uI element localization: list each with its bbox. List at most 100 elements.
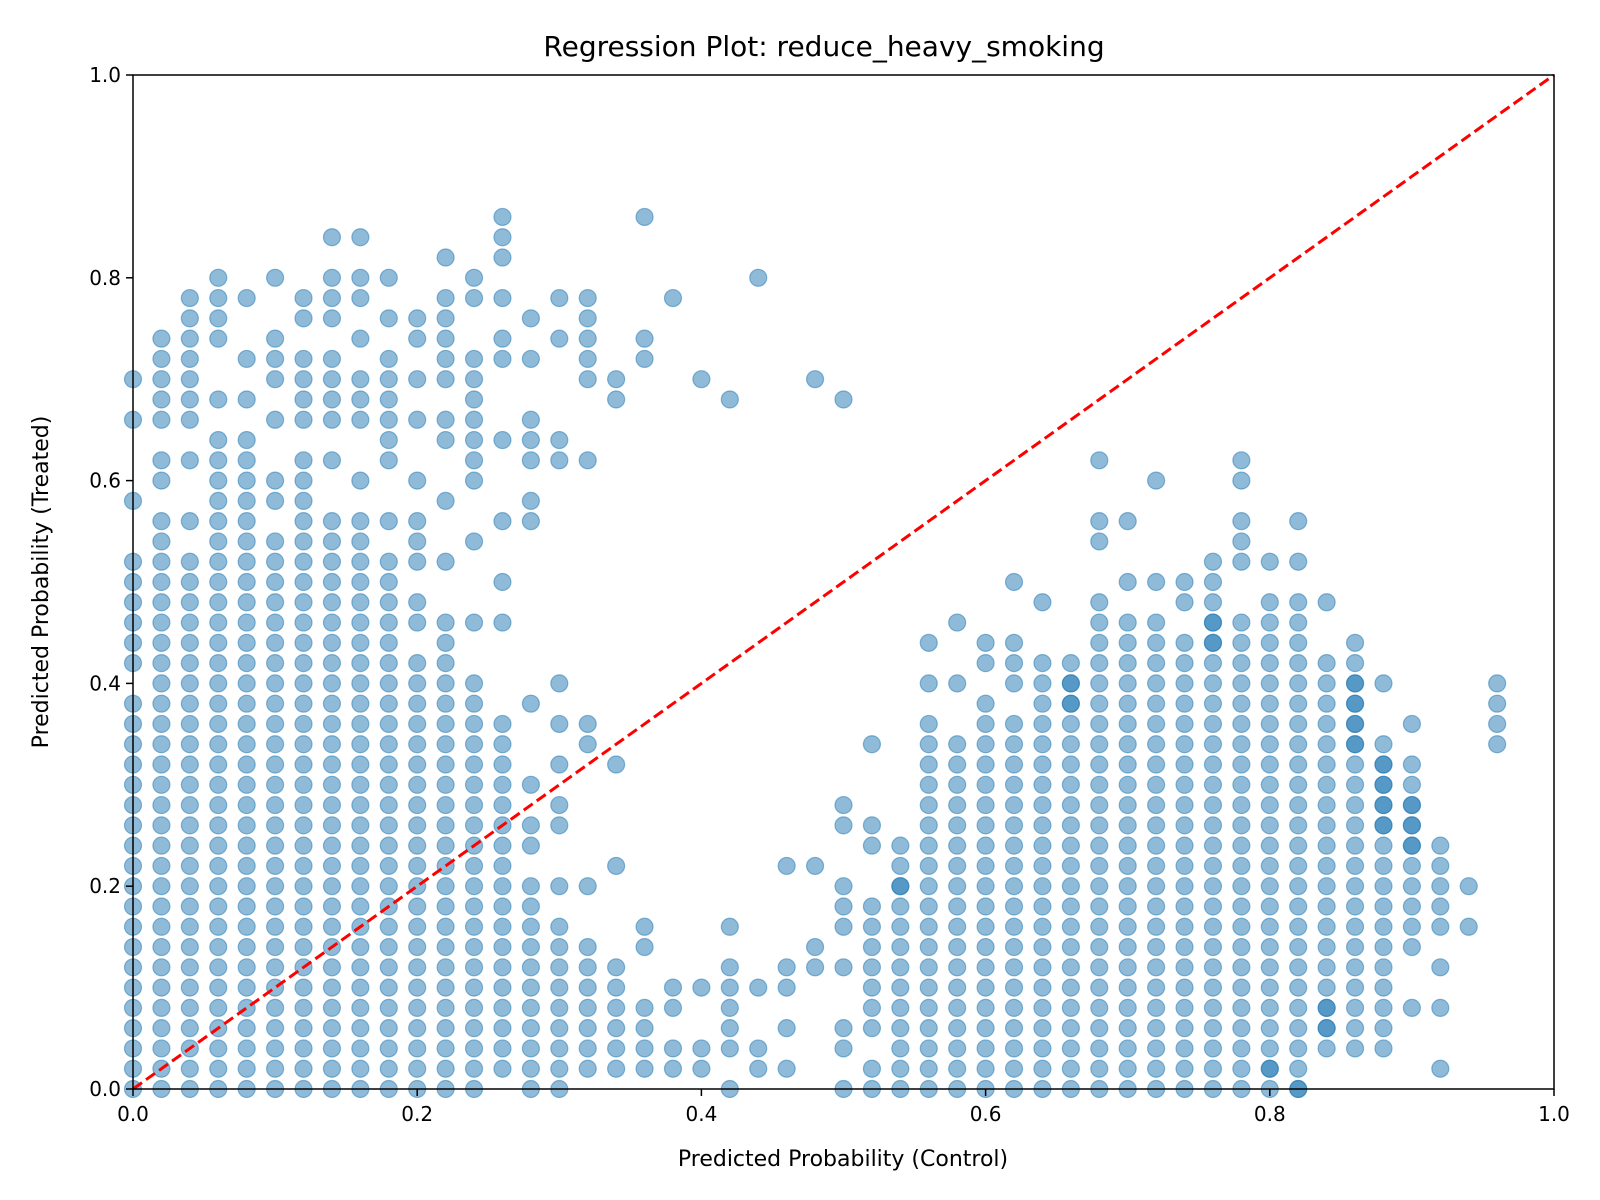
data-point	[1203, 958, 1223, 977]
data-point	[1402, 795, 1422, 815]
data-point	[1004, 978, 1024, 997]
data-point	[294, 552, 313, 571]
data-point	[1289, 674, 1308, 693]
data-point	[379, 694, 398, 713]
y-axis-label: Predicted Probability (Treated)	[29, 416, 54, 749]
data-point	[152, 856, 171, 876]
data-point	[1260, 694, 1279, 713]
data-point	[1033, 593, 1052, 612]
data-point	[180, 755, 199, 774]
data-point	[1260, 1039, 1279, 1058]
data-point	[1061, 816, 1080, 835]
data-point	[1203, 937, 1223, 957]
data-point	[408, 329, 427, 348]
data-point	[1289, 795, 1308, 815]
data-point	[379, 1019, 398, 1038]
data-point	[919, 1039, 938, 1058]
data-point	[663, 998, 683, 1017]
data-point	[237, 430, 256, 450]
data-point	[1090, 897, 1109, 916]
data-point	[1090, 978, 1109, 997]
data-point	[862, 1059, 882, 1078]
data-point	[209, 532, 228, 551]
data-point	[1061, 795, 1080, 815]
data-point	[1061, 1019, 1080, 1038]
data-point	[1061, 1039, 1080, 1058]
data-point	[464, 1059, 484, 1078]
data-point	[1147, 572, 1166, 592]
data-point	[976, 856, 995, 876]
data-point	[152, 613, 171, 632]
data-point	[1118, 735, 1137, 754]
data-point	[152, 816, 171, 835]
data-point	[408, 917, 427, 936]
data-point	[1260, 937, 1279, 957]
data-point	[152, 978, 171, 997]
data-point	[351, 795, 370, 815]
data-point	[436, 958, 455, 977]
data-point	[379, 410, 398, 429]
x-tick-label: 0.2	[401, 1102, 433, 1126]
data-point	[521, 694, 540, 713]
data-point	[1118, 1019, 1137, 1038]
y-tick-label: 0.6	[89, 469, 121, 493]
data-point	[1260, 958, 1279, 977]
data-point	[805, 958, 825, 977]
data-point	[1431, 958, 1450, 977]
data-point	[1260, 613, 1279, 632]
data-point	[1260, 552, 1279, 571]
data-point	[152, 917, 171, 936]
data-point	[351, 1019, 370, 1038]
data-point	[635, 349, 654, 369]
data-point	[1203, 1039, 1223, 1058]
data-point	[1033, 674, 1052, 693]
data-point	[976, 1019, 995, 1038]
data-point	[805, 370, 825, 389]
data-point	[1147, 816, 1166, 835]
data-point	[209, 674, 228, 693]
data-point	[464, 998, 484, 1017]
data-point	[1345, 998, 1365, 1017]
data-point	[862, 937, 882, 957]
data-point	[1033, 1039, 1052, 1058]
data-point	[266, 958, 285, 977]
data-point	[976, 633, 995, 652]
data-point	[521, 1039, 540, 1058]
data-point	[152, 532, 171, 551]
data-point	[1203, 897, 1223, 916]
data-point	[464, 856, 484, 876]
data-point	[294, 613, 313, 632]
data-point	[919, 735, 938, 754]
data-point	[1345, 654, 1365, 673]
data-point	[379, 349, 398, 369]
data-point	[1289, 593, 1308, 612]
data-point	[408, 410, 427, 429]
data-point	[351, 1039, 370, 1058]
data-point	[351, 735, 370, 754]
data-point	[1317, 593, 1336, 612]
data-point	[578, 1019, 597, 1038]
data-point	[550, 1039, 569, 1058]
data-point	[891, 998, 910, 1017]
data-point	[237, 512, 256, 531]
data-point	[351, 390, 370, 409]
data-point	[1317, 694, 1336, 713]
data-point	[209, 795, 228, 815]
data-point	[1289, 877, 1308, 896]
data-point	[578, 937, 597, 957]
data-point	[1488, 694, 1507, 713]
reference-line-layer	[132, 73, 1555, 1091]
data-point	[948, 877, 967, 896]
data-point	[209, 775, 228, 794]
data-point	[1232, 755, 1251, 774]
data-point	[464, 674, 484, 693]
data-point	[1061, 856, 1080, 876]
data-point	[1004, 816, 1024, 835]
data-point	[351, 978, 370, 997]
data-point	[152, 1039, 171, 1058]
data-point	[493, 349, 512, 369]
data-point	[322, 512, 342, 531]
data-point	[948, 1039, 967, 1058]
data-point	[550, 1019, 569, 1038]
